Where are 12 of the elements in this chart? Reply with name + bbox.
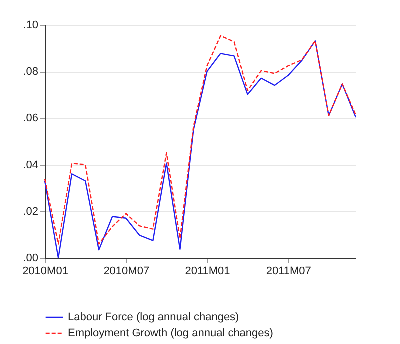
legend-label: Employment Growth (log annual changes) bbox=[68, 328, 274, 340]
x-tick-label: 2011M07 bbox=[266, 266, 312, 278]
y-tick-label: .10 bbox=[23, 20, 38, 32]
y-tick-label: .02 bbox=[23, 206, 38, 218]
y-tick-label: .06 bbox=[23, 112, 38, 125]
legend-label: Labour Force (log annual changes) bbox=[68, 312, 240, 324]
x-tick-label: 2010M07 bbox=[104, 266, 150, 278]
x-tick-label: 2011M01 bbox=[185, 266, 230, 278]
y-tick-label: .08 bbox=[23, 66, 38, 78]
y-tick-label: .00 bbox=[23, 252, 38, 264]
y-tick-label: .04 bbox=[23, 159, 38, 172]
x-tick-label: 2010M01 bbox=[22, 266, 68, 278]
